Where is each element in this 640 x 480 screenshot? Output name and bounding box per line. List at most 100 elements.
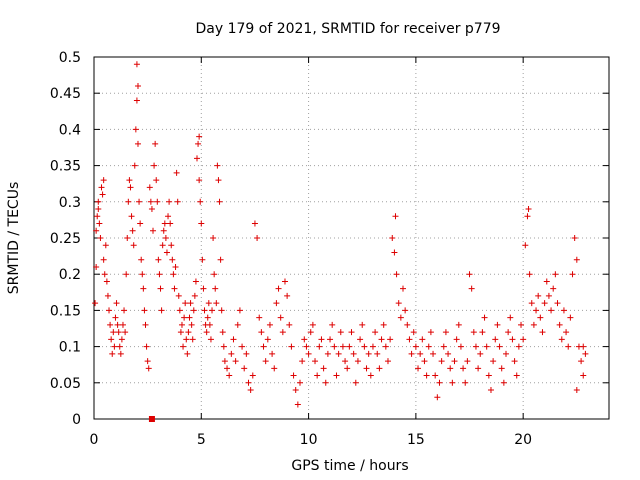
data-point: [175, 292, 182, 299]
data-point: [569, 271, 576, 278]
data-point: [247, 387, 254, 394]
data-point: [188, 321, 195, 328]
data-point: [505, 329, 512, 336]
data-point: [117, 350, 124, 357]
data-point: [348, 329, 355, 336]
data-point: [137, 220, 144, 227]
data-point: [180, 343, 187, 350]
data-point: [417, 350, 424, 357]
data-point: [97, 235, 104, 241]
data-point: [369, 343, 376, 350]
data-point: [109, 350, 116, 357]
data-point: [279, 329, 286, 336]
data-point: [115, 329, 122, 336]
data-point: [350, 350, 357, 357]
chart-title: Day 179 of 2021, SRMTID for receiver p77…: [195, 21, 500, 37]
data-point: [288, 343, 295, 350]
data-point: [503, 350, 509, 357]
data-point: [520, 336, 527, 343]
data-point: [466, 271, 473, 278]
data-point: [133, 97, 140, 104]
data-point: [125, 198, 132, 205]
data-point: [324, 350, 331, 357]
data-point: [327, 336, 334, 343]
data-point: [214, 162, 221, 169]
data-point: [445, 350, 452, 357]
data-point: [518, 321, 525, 328]
data-point: [147, 198, 154, 205]
data-point: [138, 256, 145, 263]
data-point: [513, 372, 520, 379]
data-point: [266, 321, 273, 328]
data-point: [294, 401, 301, 408]
data-point: [292, 387, 299, 394]
data-point: [378, 336, 385, 343]
data-point: [204, 314, 211, 321]
data-point: [211, 271, 218, 278]
data-point: [359, 321, 366, 328]
data-point: [273, 300, 280, 307]
data-point: [380, 321, 387, 328]
data-point: [496, 343, 503, 350]
data-point: [161, 220, 168, 227]
data-point: [256, 314, 263, 321]
gridlines: [94, 57, 609, 419]
y-tick-label: 0.3: [59, 195, 81, 211]
data-point: [389, 235, 396, 241]
data-point: [580, 372, 587, 379]
data-point: [337, 329, 344, 336]
data-point: [468, 285, 475, 292]
data-point: [93, 263, 100, 270]
data-point: [220, 343, 227, 350]
data-point: [106, 307, 113, 314]
data-point: [95, 198, 102, 205]
data-point: [167, 220, 174, 227]
data-point: [124, 235, 131, 241]
data-point: [271, 365, 278, 372]
data-point: [354, 358, 361, 365]
data-point: [93, 227, 100, 234]
data-point: [194, 155, 200, 162]
data-point: [477, 350, 484, 357]
data-point: [212, 285, 219, 292]
data-point: [176, 307, 183, 314]
data-point: [134, 140, 141, 147]
data-point: [530, 321, 537, 328]
data-point: [374, 350, 381, 357]
data-point: [479, 329, 486, 336]
data-point: [434, 394, 441, 401]
data-point: [365, 350, 372, 357]
data-point: [234, 321, 241, 328]
data-point: [160, 227, 167, 234]
data-point: [126, 177, 133, 184]
data-point: [498, 365, 505, 372]
x-tick-label: 0: [90, 432, 99, 448]
data-point: [342, 358, 349, 365]
data-point: [387, 336, 394, 343]
data-point: [402, 307, 409, 314]
y-tick-label: 0.1: [59, 340, 81, 356]
data-point: [157, 285, 164, 292]
data-point: [99, 191, 106, 198]
data-point: [162, 235, 169, 241]
data-point: [217, 256, 224, 263]
data-point: [406, 336, 413, 343]
data-point: [206, 321, 213, 328]
data-point: [201, 307, 208, 314]
data-point: [92, 300, 99, 307]
data-point: [264, 336, 271, 343]
data-point: [198, 220, 205, 227]
y-tick-label: 0.2: [59, 267, 81, 283]
data-point: [303, 343, 310, 350]
data-point: [460, 365, 467, 372]
data-point: [457, 343, 464, 350]
data-point: [312, 358, 319, 365]
data-point: [100, 256, 107, 263]
data-point: [372, 329, 379, 336]
data-point: [525, 206, 532, 213]
data-point: [541, 300, 548, 307]
data-point: [322, 379, 329, 386]
data-point: [122, 329, 129, 336]
data-point: [522, 242, 529, 249]
data-point: [141, 307, 148, 314]
